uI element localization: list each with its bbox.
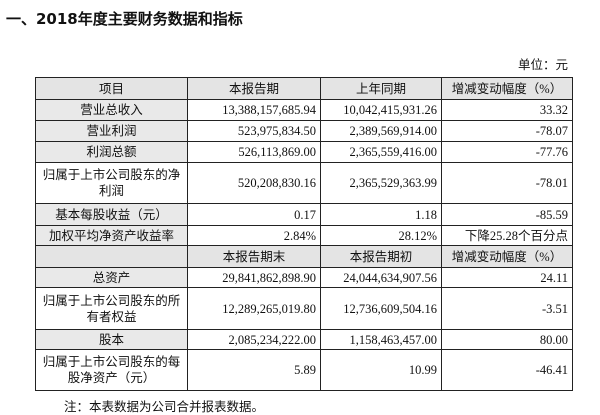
row-label: 加权平均净资产收益率: [35, 225, 188, 246]
value-cell: 10.99: [320, 349, 442, 391]
value-cell: 1,158,463,457.00: [320, 329, 442, 350]
table-row: 营业利润 523,975,834.50 2,389,569,914.00 -78.07: [35, 120, 573, 142]
row-label: 利润总额: [35, 141, 188, 163]
row-label: 营业总收入: [35, 99, 188, 121]
value-cell: -78.01: [441, 162, 573, 204]
value-cell: 523,975,834.50: [187, 120, 321, 142]
row-label: 归属于上市公司股东的所有者权益: [35, 287, 188, 330]
header-cell: 项目: [35, 77, 188, 100]
value-cell: 24.11: [441, 267, 573, 288]
value-cell: 28.12%: [320, 225, 442, 246]
header-cell: 上年同期: [320, 77, 442, 100]
value-cell: 2,365,559,416.00: [320, 141, 442, 163]
header-cell: 本报告期: [187, 77, 321, 100]
value-cell: 10,042,415,931.26: [320, 99, 442, 121]
unit-label: 单位：元: [517, 57, 568, 72]
value-cell: 29,841,862,898.90: [187, 267, 321, 288]
value-cell: 0.17: [187, 203, 321, 226]
table-row: 基本每股收益（元） 0.17 1.18 -85.59: [35, 203, 573, 226]
value-cell: 520,208,830.16: [187, 162, 321, 204]
value-cell: -85.59: [441, 203, 573, 226]
section-title: 一、2018年度主要财务数据和指标: [6, 10, 243, 28]
table-row: 股本 2,085,234,222.00 1,158,463,457.00 80.00: [35, 329, 573, 350]
value-cell: 下降25.28个百分点: [441, 225, 573, 246]
table-row: 营业总收入 13,388,157,685.94 10,042,415,931.26 3…: [35, 99, 573, 121]
header-cell: [35, 245, 188, 268]
financial-table: 项目 本报告期 上年同期 增减变动幅度（%） 营业总收入 13,388,157,685.9…: [35, 77, 573, 391]
value-cell: 13,388,157,685.94: [187, 99, 321, 121]
value-cell: 5.89: [187, 349, 321, 391]
header-cell: 本报告期末: [187, 245, 321, 268]
row-label: 归属于上市公司股东的净利润: [35, 162, 188, 204]
header-cell: 增减变动幅度（%）: [441, 245, 573, 268]
row-label: 营业利润: [35, 120, 188, 142]
table-row: 利润总额 526,113,869.00 2,365,559,416.00 -77.76: [35, 141, 573, 163]
value-cell: 80.00: [441, 329, 573, 350]
header-cell: 本报告期初: [320, 245, 442, 268]
value-cell: 2,365,529,363.99: [320, 162, 442, 204]
table-row: 归属于上市公司股东的净利润 520,208,830.16 2,365,529,363…: [35, 162, 573, 204]
value-cell: 2.84%: [187, 225, 321, 246]
table-header-row: 项目 本报告期 上年同期 增减变动幅度（%）: [35, 77, 573, 100]
value-cell: 12,289,265,019.80: [187, 287, 321, 330]
table-note: 注：本表数据为公司合并报表数据。: [64, 399, 265, 414]
table-row: 总资产 29,841,862,898.90 24,044,634,907.56 24.…: [35, 267, 573, 288]
header-cell: 增减变动幅度（%）: [441, 77, 573, 100]
table-row: 归属于上市公司股东的所有者权益 12,289,265,019.80 12,736,6…: [35, 287, 573, 330]
row-label: 基本每股收益（元）: [35, 203, 188, 226]
row-label: 归属于上市公司股东的每股净资产（元）: [35, 349, 188, 391]
value-cell: 12,736,609,504.16: [320, 287, 442, 330]
value-cell: 2,085,234,222.00: [187, 329, 321, 350]
row-label: 股本: [35, 329, 188, 350]
value-cell: 33.32: [441, 99, 573, 121]
table-row: 加权平均净资产收益率 2.84% 28.12% 下降25.28个百分点: [35, 225, 573, 246]
value-cell: 24,044,634,907.56: [320, 267, 442, 288]
value-cell: -77.76: [441, 141, 573, 163]
value-cell: -46.41: [441, 349, 573, 391]
table-header-row: 本报告期末 本报告期初 增减变动幅度（%）: [35, 245, 573, 268]
table-row: 归属于上市公司股东的每股净资产（元） 5.89 10.99 -46.41: [35, 349, 573, 391]
value-cell: 1.18: [320, 203, 442, 226]
row-label: 总资产: [35, 267, 188, 288]
value-cell: 2,389,569,914.00: [320, 120, 442, 142]
value-cell: -78.07: [441, 120, 573, 142]
value-cell: 526,113,869.00: [187, 141, 321, 163]
value-cell: -3.51: [441, 287, 573, 330]
